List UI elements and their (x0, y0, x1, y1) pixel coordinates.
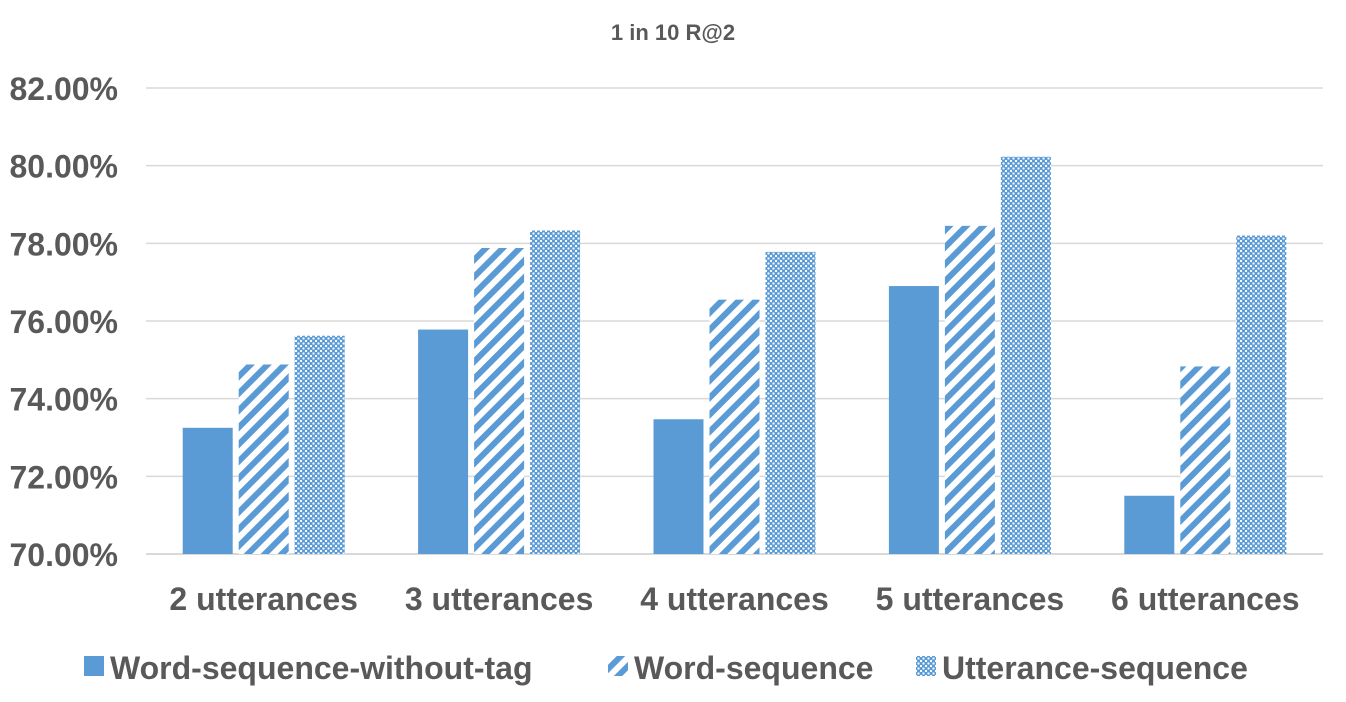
legend-swatch (916, 656, 936, 676)
bar-utterance-sequence-5 (1236, 235, 1287, 555)
bar-word-sequence-4 (944, 225, 995, 554)
bar-utterance-sequence-3 (765, 251, 816, 555)
y-tick-label: 78.00% (9, 226, 118, 262)
bar-word-sequence-without-tag-4 (888, 286, 939, 554)
bar-word-sequence-without-tag-3 (653, 419, 704, 554)
x-tick-label: 4 utterances (640, 581, 829, 617)
bar-word-sequence-3 (709, 299, 760, 554)
y-tick-label: 74.00% (9, 382, 118, 418)
x-tick-label: 3 utterances (405, 581, 594, 617)
bar-word-sequence-without-tag-2 (418, 329, 469, 554)
y-tick-label: 76.00% (9, 304, 118, 340)
bar-word-sequence-5 (1180, 366, 1231, 554)
bar-utterance-sequence-4 (1000, 156, 1051, 555)
y-tick-label: 80.00% (9, 149, 118, 185)
legend-label: Word-sequence-without-tag (110, 650, 533, 686)
chart-title: 1 in 10 R@2 (611, 20, 735, 45)
y-tick-label: 72.00% (9, 459, 118, 495)
legend: Word-sequence-without-tag Word-sequence Ut… (84, 650, 1248, 686)
bar-word-sequence-without-tag-5 (1124, 495, 1175, 554)
bars (182, 156, 1287, 555)
y-axis-tick-labels: 70.00% 72.00% 74.00% 76.00% 78.00% 80.00% 82.0… (9, 71, 118, 573)
legend-swatch (608, 656, 628, 676)
x-axis-tick-labels: 2 utterances 3 utterances 4 utterances 5 ut… (169, 581, 1299, 617)
legend-label: Utterance-sequence (942, 650, 1248, 686)
x-tick-label: 6 utterances (1111, 581, 1300, 617)
bar-word-sequence-1 (238, 364, 289, 554)
y-tick-label: 70.00% (9, 537, 118, 573)
bar-utterance-sequence-1 (294, 335, 345, 554)
x-tick-label: 5 utterances (876, 581, 1065, 617)
legend-label: Word-sequence (634, 650, 873, 686)
bar-word-sequence-2 (474, 247, 525, 554)
y-tick-label: 82.00% (9, 71, 118, 107)
legend-swatch (84, 656, 104, 676)
x-tick-label: 2 utterances (169, 581, 358, 617)
bar-utterance-sequence-2 (530, 230, 581, 555)
bar-word-sequence-without-tag-1 (182, 427, 233, 554)
